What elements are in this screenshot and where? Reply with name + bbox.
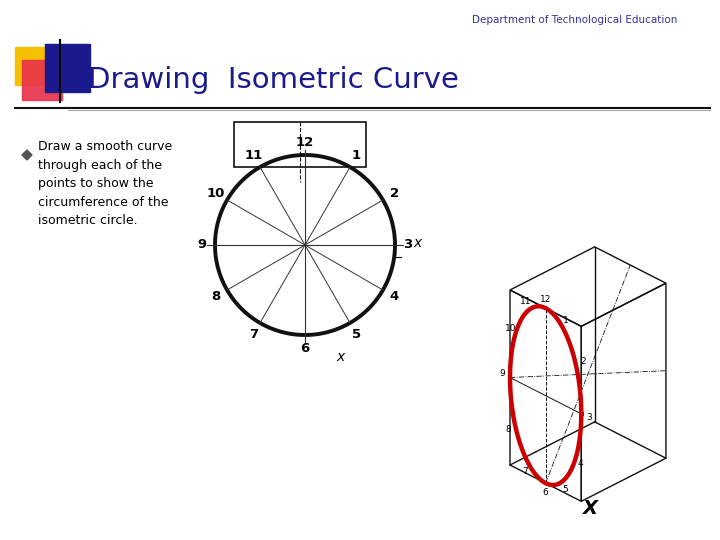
Bar	[22, 60, 62, 100]
Text: 9: 9	[499, 369, 505, 378]
Text: 1: 1	[563, 316, 569, 325]
Text: 4: 4	[578, 458, 583, 468]
Text: 9: 9	[197, 239, 207, 252]
Text: 6: 6	[300, 341, 310, 354]
Text: 12: 12	[540, 295, 552, 303]
Text: 12: 12	[296, 136, 314, 148]
Text: Department of Technological Education: Department of Technological Education	[472, 15, 678, 25]
Text: 4: 4	[390, 290, 399, 303]
Text: 5: 5	[352, 328, 361, 341]
Text: 5: 5	[562, 485, 568, 494]
Text: 1: 1	[352, 149, 361, 163]
Text: 3: 3	[403, 239, 413, 252]
Text: Draw a smooth curve
through each of the
points to show the
circumference of the
: Draw a smooth curve through each of the …	[38, 140, 172, 227]
Bar	[15, 47, 53, 85]
Bar	[45, 44, 90, 92]
Text: 6: 6	[543, 488, 549, 497]
Text: 3: 3	[586, 414, 592, 422]
Text: 7: 7	[523, 467, 528, 476]
Text: 2: 2	[580, 357, 586, 366]
Text: 10: 10	[207, 187, 225, 200]
Text: x: x	[413, 236, 421, 250]
Text: 2: 2	[390, 187, 399, 200]
Text: 8: 8	[505, 425, 511, 434]
Text: 10: 10	[505, 323, 516, 333]
Bar	[234, 122, 366, 167]
Text: 11: 11	[244, 149, 263, 163]
Text: x: x	[336, 350, 344, 364]
Text: 11: 11	[521, 298, 532, 307]
Text: Drawing  Isometric Curve: Drawing Isometric Curve	[88, 66, 459, 94]
Text: 7: 7	[249, 328, 258, 341]
Text: X: X	[582, 498, 598, 517]
Text: 8: 8	[211, 290, 220, 303]
Polygon shape	[22, 150, 32, 160]
